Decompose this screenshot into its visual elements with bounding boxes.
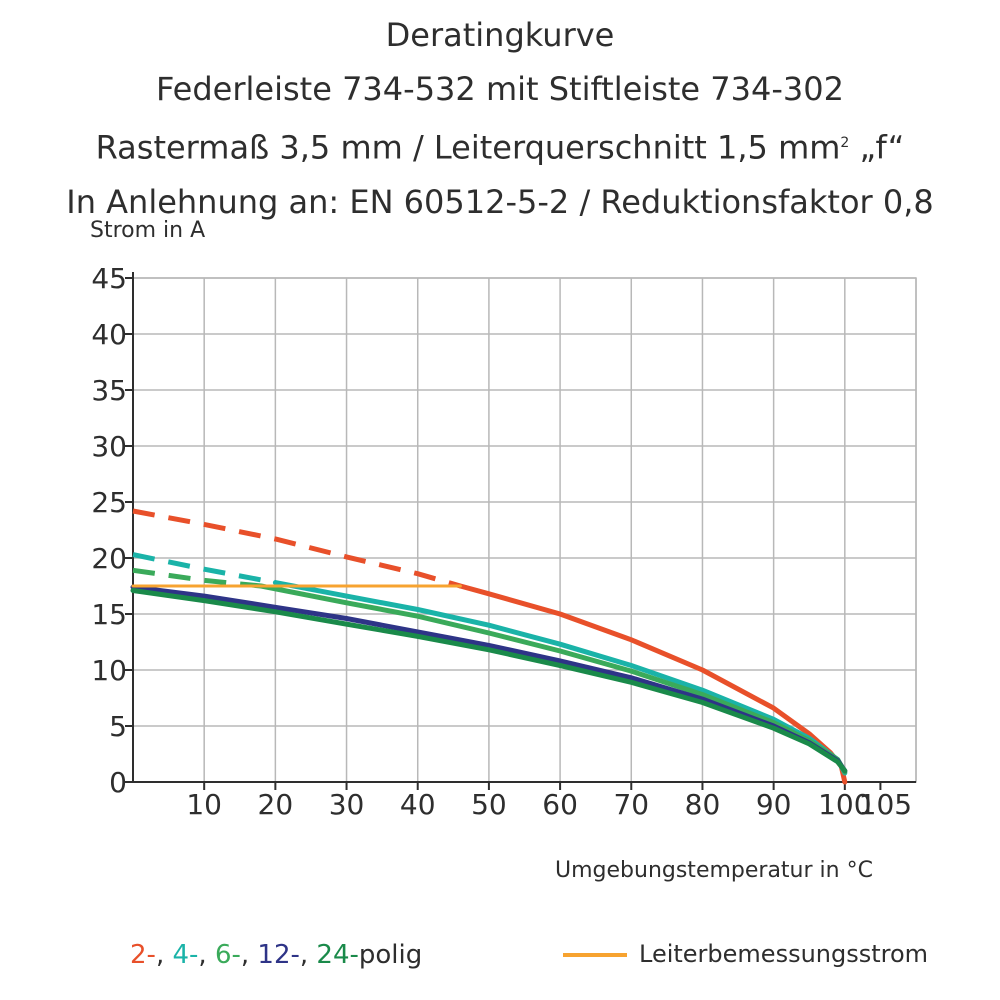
x-axis-label: Umgebungstemperatur in °C — [555, 858, 873, 883]
legend-12-polig: 12- — [257, 940, 300, 970]
legend-4-polig: 4- — [172, 940, 199, 970]
x-tick-label-10: 10 — [186, 788, 222, 821]
y-tick-label-0: 0 — [109, 766, 127, 799]
y-tick-label-15: 15 — [91, 598, 127, 631]
x-tick-label-30: 30 — [329, 788, 365, 821]
legend-swatch-orange — [563, 953, 627, 957]
y-tick-label-5: 5 — [109, 710, 127, 743]
x-tick-label-70: 70 — [613, 788, 649, 821]
legend-polig-suffix: polig — [358, 940, 423, 970]
legend-right-label: Leiterbemessungsstrom — [639, 940, 929, 968]
series-6-polig-dashed — [132, 567, 262, 589]
legend-sep-1: , — [155, 940, 173, 970]
x-tick-label-80: 80 — [685, 788, 721, 821]
y-axis-label: Strom in A — [90, 218, 206, 243]
title-line-2: Federleiste 734-532 mit Stiftleiste 734-… — [156, 70, 844, 108]
y-tick-label-30: 30 — [91, 430, 127, 463]
series-2-polig-dashed — [132, 508, 462, 589]
legend-sep-3: , — [240, 940, 258, 970]
legend-2-polig: 2- — [130, 940, 156, 970]
title-line-4: In Anlehnung an: EN 60512-5-2 / Reduktio… — [66, 182, 934, 221]
legend-sep-4: , — [299, 940, 317, 970]
plot-frame — [132, 277, 917, 783]
title-line-1: Deratingkurve — [385, 16, 615, 54]
y-tick-label-45: 45 — [91, 262, 127, 295]
title-line-3-main: Rastermaß 3,5 mm / Leiterquerschnitt 1,5… — [95, 128, 841, 167]
chart-title: Deratingkurve Federleiste 734-532 mit St… — [0, 8, 1000, 229]
title-line-3: Rastermaß 3,5 mm / Leiterquerschnitt 1,5… — [0, 116, 1000, 175]
y-tick-label-35: 35 — [91, 374, 127, 407]
x-tick-label-50: 50 — [471, 788, 507, 821]
x-tick-label-100: 100 — [818, 788, 871, 821]
title-superscript: 2 — [840, 135, 850, 151]
x-tick-label-40: 40 — [400, 788, 436, 821]
x-tick-label-105: 105 — [859, 788, 912, 821]
y-tick-label-10: 10 — [91, 654, 127, 687]
series-4-polig-dashed — [132, 552, 276, 586]
x-tick-label-90: 90 — [756, 788, 792, 821]
series-24-polig-line — [130, 588, 848, 774]
y-tick-label-25: 25 — [91, 486, 127, 519]
legend-polig: 2-, 4-, 6-, 12-, 24-polig — [130, 940, 422, 970]
legend-sep-2: , — [198, 940, 215, 970]
y-tick-label-20: 20 — [91, 542, 127, 575]
x-tick-label-60: 60 — [542, 788, 578, 821]
title-line-3-suffix: „f“ — [849, 128, 905, 167]
legend-leiterbemessungsstrom: Leiterbemessungsstrom — [563, 940, 928, 968]
x-tick-label-20: 20 — [258, 788, 294, 821]
y-tick-label-40: 40 — [91, 318, 127, 351]
legend-24-polig: 24- — [316, 940, 359, 970]
legend-6-polig: 6- — [214, 940, 241, 970]
